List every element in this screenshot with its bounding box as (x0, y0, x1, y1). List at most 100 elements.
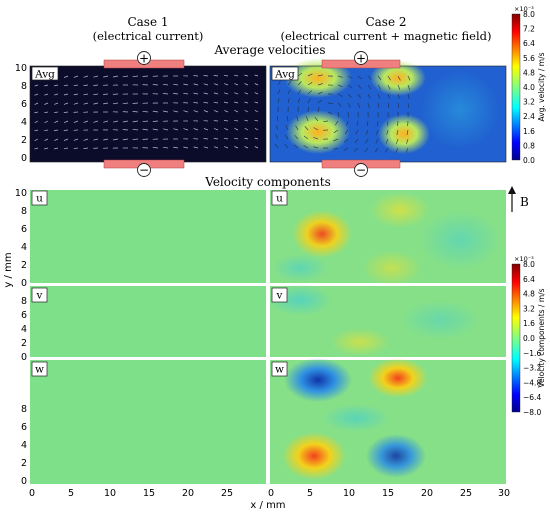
minus-sign: − (356, 163, 366, 177)
vector-arrow (73, 102, 79, 105)
vector-arrow (375, 138, 379, 144)
panel-tag-w: w (275, 364, 284, 376)
vector-arrow (297, 72, 303, 77)
vector-arrow (103, 138, 109, 141)
vector-arrow (142, 128, 149, 131)
electrode-top-case2: + (321, 51, 401, 69)
y-tick: 10 (15, 63, 27, 74)
vector-arrow (275, 134, 279, 140)
vector-arrow (285, 134, 289, 140)
colorbar-tick: 3.2 (523, 98, 535, 107)
vector-arrow (93, 120, 99, 123)
avg-y-axis: 10 8 6 4 2 0 (15, 63, 27, 164)
colorbar-label: Velocity components / m/s (537, 288, 546, 387)
vector-arrow (397, 120, 399, 127)
vector-arrow (93, 84, 99, 86)
colorbar-tick: 0.8 (523, 141, 535, 150)
vector-arrow (396, 129, 399, 135)
vector-arrow (122, 138, 129, 141)
vector-arrow (193, 146, 199, 149)
vector-arrow (244, 92, 249, 95)
vector-arrow (234, 83, 239, 86)
vector-arrow (83, 84, 89, 86)
vector-arrow (274, 143, 279, 149)
x-tick: 20 (182, 488, 194, 499)
x-tick: 20 (421, 488, 433, 499)
vector-arrow (297, 89, 302, 95)
component-w-case2: w (270, 358, 506, 484)
vector-arrow (34, 93, 39, 96)
vector-arrow (387, 84, 391, 90)
vector-arrow (193, 83, 199, 86)
vector-arrow (254, 137, 259, 140)
vector-arrow (323, 120, 329, 123)
vector-arrow (244, 137, 249, 140)
vector-arrow (244, 83, 249, 86)
vector-arrow (367, 102, 370, 108)
vector-arrow (193, 110, 199, 113)
y-tick: 0 (21, 476, 27, 487)
vector-arrow (354, 147, 359, 152)
vector-arrow (277, 80, 281, 86)
y-tick: 6 (21, 99, 27, 110)
component-w-case1: w (30, 360, 266, 484)
vector-arrow (54, 102, 59, 105)
vector-arrow (183, 110, 189, 113)
vector-arrow (223, 137, 229, 140)
vector-arrow (83, 75, 89, 78)
vector-arrow (395, 147, 399, 153)
vector-arrow (63, 111, 69, 113)
velocity-vectors (34, 74, 259, 150)
vector-arrow (103, 102, 109, 105)
vector-arrow (244, 101, 249, 104)
avg-panel-case1 (29, 65, 267, 163)
vector-arrow (357, 93, 361, 99)
vector-arrow (132, 111, 139, 113)
vector-arrow (112, 102, 119, 105)
vector-arrow (317, 91, 323, 95)
vector-arrow (357, 84, 362, 89)
case2-subtitle: (electrical current + magnetic field) (281, 29, 492, 43)
vector-arrow (355, 129, 359, 135)
vector-arrow (213, 146, 219, 149)
vector-arrow (73, 138, 79, 141)
x-axis-label: x / mm (250, 500, 285, 511)
vector-arrow (347, 111, 349, 118)
vector-arrow (395, 138, 399, 144)
colorbar-tick: −6.4 (523, 393, 541, 402)
vector-arrow (193, 128, 199, 131)
vector-arrow (213, 101, 219, 104)
vector-arrow (254, 127, 259, 131)
vector-arrow (364, 147, 369, 153)
vector-arrow (213, 110, 219, 113)
vector-arrow (385, 138, 389, 144)
vector-arrow (132, 102, 139, 104)
x-tick: 15 (382, 488, 394, 499)
vector-arrow (297, 98, 301, 104)
vector-arrow (287, 89, 291, 95)
vector-arrow (73, 75, 79, 78)
vector-arrow (293, 144, 299, 149)
vector-arrow (387, 93, 390, 99)
magnetic-field-arrow: B (508, 186, 529, 212)
vector-arrow (386, 129, 389, 135)
vector-arrow (254, 101, 259, 104)
vector-arrow (132, 120, 139, 123)
vector-arrow (327, 102, 334, 104)
vector-arrow (132, 128, 139, 131)
vector-arrow (357, 102, 361, 108)
component-u-case1: u (30, 190, 266, 283)
vector-arrow (83, 102, 89, 105)
vector-arrow (374, 147, 379, 153)
vector-arrow (296, 116, 299, 122)
vector-arrow (234, 109, 239, 113)
y-tick: 10 (15, 188, 27, 199)
plus-sign: + (139, 52, 149, 66)
y-tick: 2 (21, 135, 27, 146)
vector-arrow (254, 74, 259, 77)
vector-arrow (203, 92, 209, 95)
vector-arrow (73, 147, 79, 150)
vector-arrow (44, 129, 49, 132)
vector-arrow (152, 110, 159, 113)
colorbar-tick: 6.4 (523, 275, 535, 284)
